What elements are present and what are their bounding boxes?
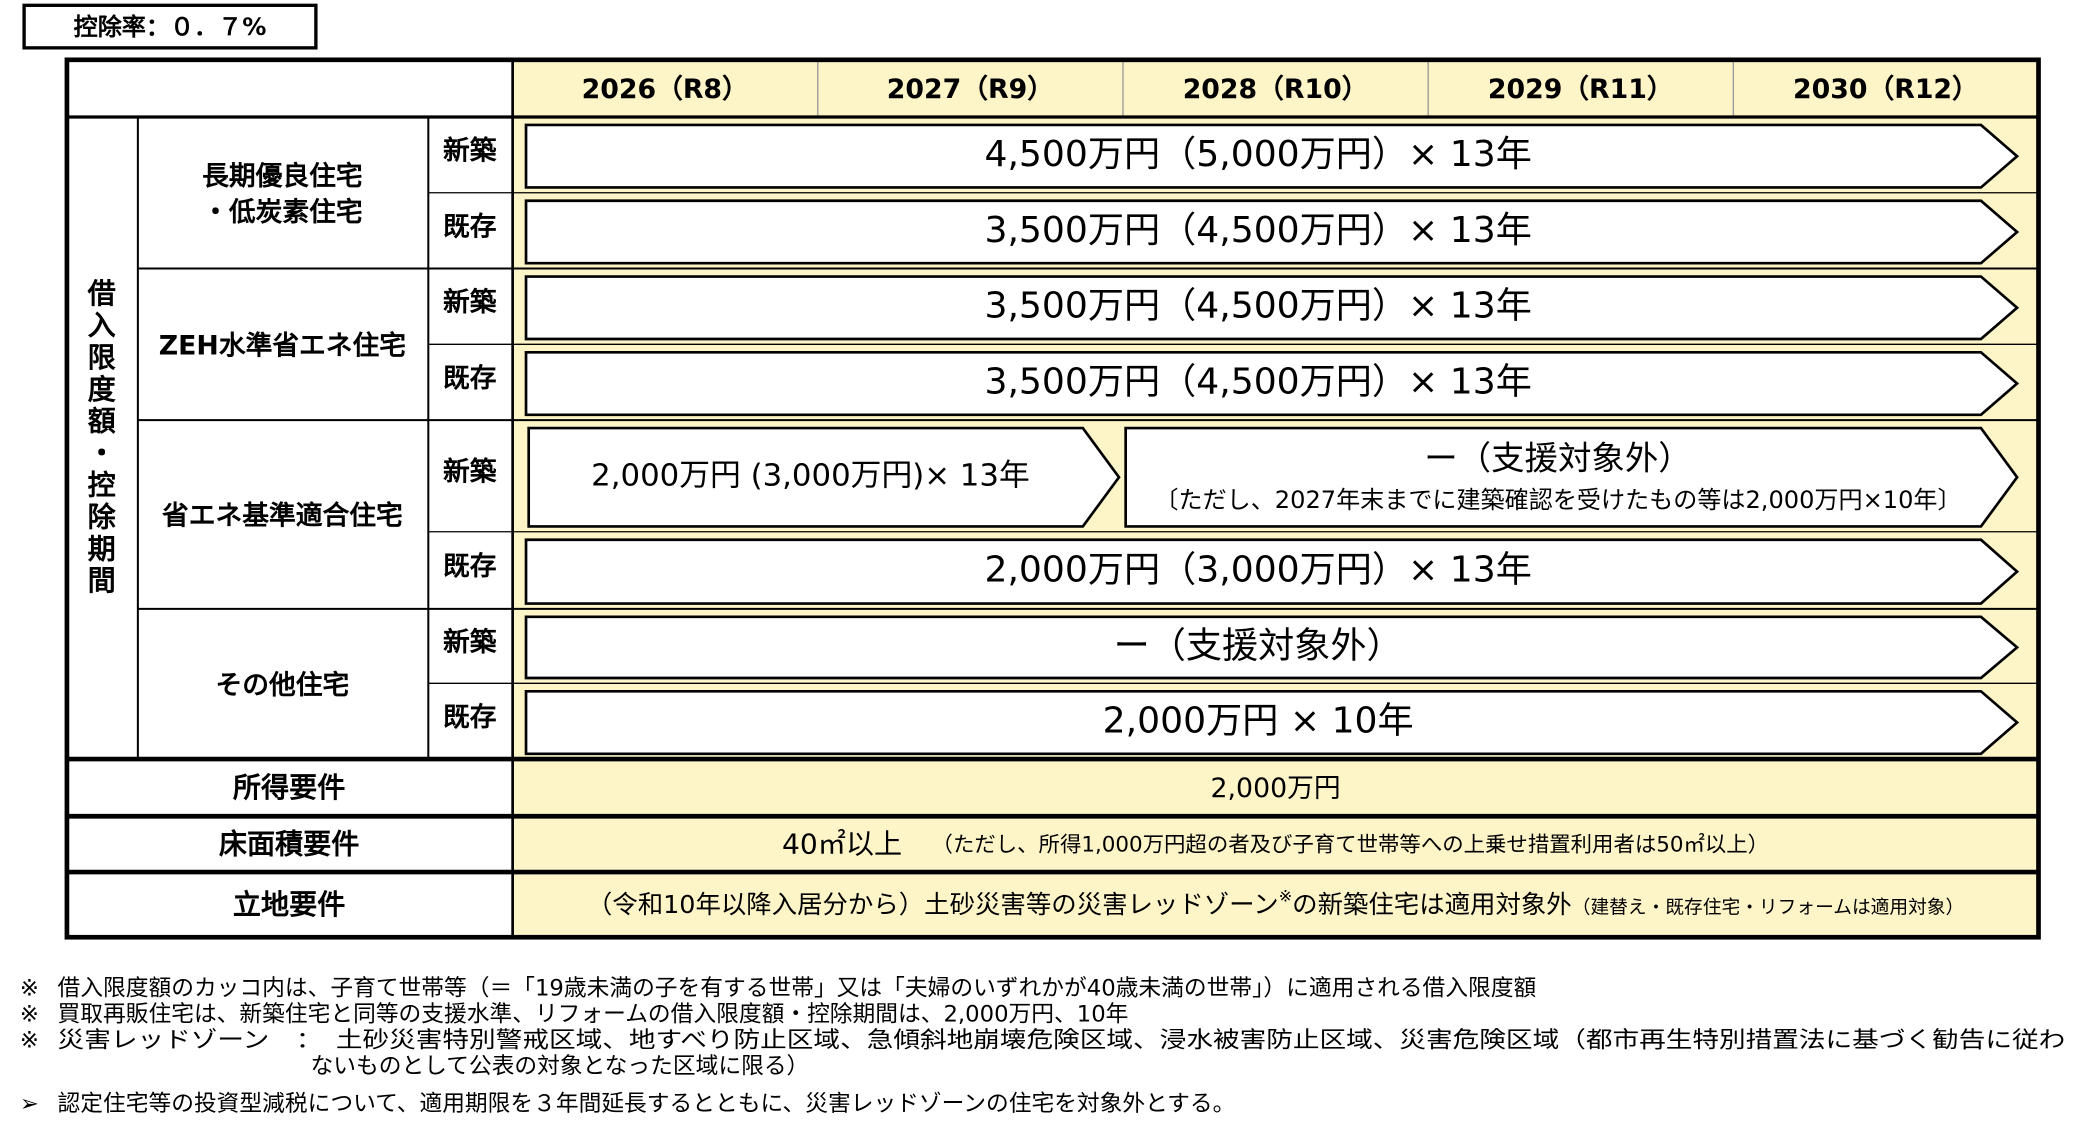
arrow-note: 〔ただし、2027年末までに建築確認を受けたもの等は2,000万円×10年〕: [1154, 486, 1961, 514]
req-part: の新築住宅は適用対象外: [1292, 889, 1572, 919]
kind-label: 既存: [443, 363, 496, 394]
arrow: [524, 615, 2020, 680]
arrow: [524, 275, 2020, 341]
note-mark: ※: [20, 976, 39, 1002]
kind-label: 既存: [443, 702, 496, 733]
side-label-char: 借: [87, 277, 116, 310]
kind-label: 新築: [443, 136, 497, 167]
note-text: 認定住宅等の投資型減税について、適用期限を３年間延長するとともに、災害レッドゾー…: [58, 1091, 1236, 1117]
note-text: 災害レッドゾーン ： 土砂災害特別警戒区域、地すべり防止区域、急傾斜地崩壊危険区…: [58, 1027, 2066, 1053]
side-label-char: ・: [88, 437, 116, 470]
group-name: ZEH水準省エネ住宅: [159, 331, 406, 362]
kind-label: 新築: [443, 627, 497, 658]
group-name: 省エネ基準適合住宅: [162, 501, 403, 532]
arrow-text: ー（支援対象外）: [1114, 625, 1403, 666]
req-label: 所得要件: [233, 771, 345, 804]
kind-label: 既存: [443, 551, 496, 582]
side-label-char: 間: [88, 564, 116, 597]
req-part: （建替え・既存住宅・リフォームは適用対象）: [1572, 897, 1965, 918]
group-name: 長期優良住宅: [202, 161, 362, 192]
arrow: [524, 123, 2020, 189]
year-header: 2027（R9）: [887, 74, 1054, 105]
note-mark: ※: [20, 1027, 39, 1053]
note-text: ないものとして公表の対象となった区域に限る）: [311, 1053, 810, 1079]
side-label-char: 限: [88, 341, 116, 374]
table-frame: [64, 57, 2041, 940]
arrow-text: 3,500万円（4,500万円）× 13年: [984, 210, 1531, 251]
req-part: ※: [1279, 886, 1292, 905]
arrow: [524, 350, 2020, 417]
side-label-char: 除: [88, 501, 117, 534]
arrow: [524, 538, 2020, 605]
arrow: [524, 199, 2020, 265]
year-header: 2030（R12）: [1793, 74, 1979, 105]
arrow: [1124, 426, 2019, 528]
note-text: 借入限度額のカッコ内は、子育て世帯等（＝「19歳未満の子を有する世帯」又は「夫婦…: [58, 976, 1537, 1002]
req-part: 2,000万円: [1211, 773, 1341, 804]
kind-label: 新築: [443, 287, 497, 318]
side-label-char: 控: [88, 469, 116, 502]
note-mark: ※: [20, 1002, 39, 1028]
badge-text: 控除率：０．７%: [74, 13, 267, 41]
year-header: 2026（R8）: [582, 74, 749, 105]
arrow: [527, 426, 1121, 528]
req-text: 2,000万円: [1211, 773, 1341, 804]
kind-label: 新築: [443, 457, 497, 488]
year-header: 2028（R10）: [1183, 74, 1369, 105]
req-label: 立地要件: [233, 888, 345, 921]
arrow-text: 2,000万円（3,000万円）× 13年: [984, 550, 1531, 591]
note-mark: ➢: [20, 1091, 39, 1117]
req-part: （令和10年以降入居分から）土砂災害等の災害レッドゾーン: [587, 889, 1279, 919]
arrow-text: 2,000万円 × 10年: [1103, 701, 1414, 742]
side-label-char: 額: [88, 405, 116, 438]
group-name: ・低炭素住宅: [202, 197, 362, 228]
arrow-text: 4,500万円（5,000万円）× 13年: [984, 134, 1531, 175]
badge-box: [22, 3, 318, 50]
year-header: 2029（R11）: [1488, 74, 1674, 105]
arrow-text: 3,500万円（4,500万円）× 13年: [984, 362, 1531, 403]
req-text: 40㎡以上 （ただし、所得1,000万円超の者及び子育て世帯等への上乗せ措置利用者…: [782, 828, 1769, 861]
side-label-char: 度: [88, 373, 116, 406]
req-part: 40㎡以上: [782, 828, 902, 861]
arrow-text: 3,500万円（4,500万円）× 13年: [984, 286, 1531, 327]
req-text: （令和10年以降入居分から）土砂災害等の災害レッドゾーン※の新築住宅は適用対象外…: [587, 886, 1964, 919]
arrow-text: ー（支援対象外）: [1424, 439, 1692, 478]
side-label-char: 期: [88, 532, 116, 565]
group-name: その他住宅: [216, 670, 350, 701]
arrow: [524, 689, 2020, 756]
arrow-text: 2,000万円 (3,000万円)× 13年: [591, 459, 1030, 494]
req-label: 床面積要件: [219, 828, 359, 861]
req-part: （ただし、所得1,000万円超の者及び子育て世帯等への上乗せ措置利用者は50㎡以…: [932, 832, 1770, 858]
side-label-char: 入: [88, 309, 116, 342]
note-text: 買取再販住宅は、新築住宅と同等の支援水準、リフォームの借入限度額・控除期間は、2…: [58, 1002, 1129, 1028]
kind-label: 既存: [443, 212, 496, 243]
